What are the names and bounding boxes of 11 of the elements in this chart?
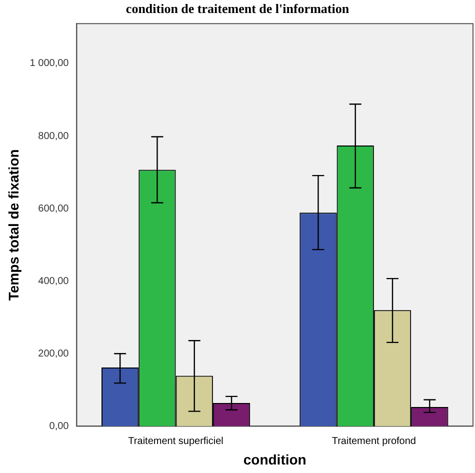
x-tick-label: Traitement superficiel: [128, 436, 224, 447]
x-tick-label: Traitement profond: [332, 436, 416, 447]
x-axis-title: condition: [243, 451, 306, 468]
y-tick-label: 0,00: [49, 420, 70, 432]
y-tick-label: 200,00: [38, 348, 70, 360]
chart-title: condition de traitement de l'information: [126, 1, 350, 16]
y-tick-label: 400,00: [38, 276, 70, 287]
y-tick-label: 800,00: [38, 130, 70, 142]
y-tick-label: 1 000,00: [30, 58, 70, 70]
y-tick-label: 600,00: [38, 203, 70, 214]
y-axis-title: Temps total de fixation: [5, 149, 22, 301]
